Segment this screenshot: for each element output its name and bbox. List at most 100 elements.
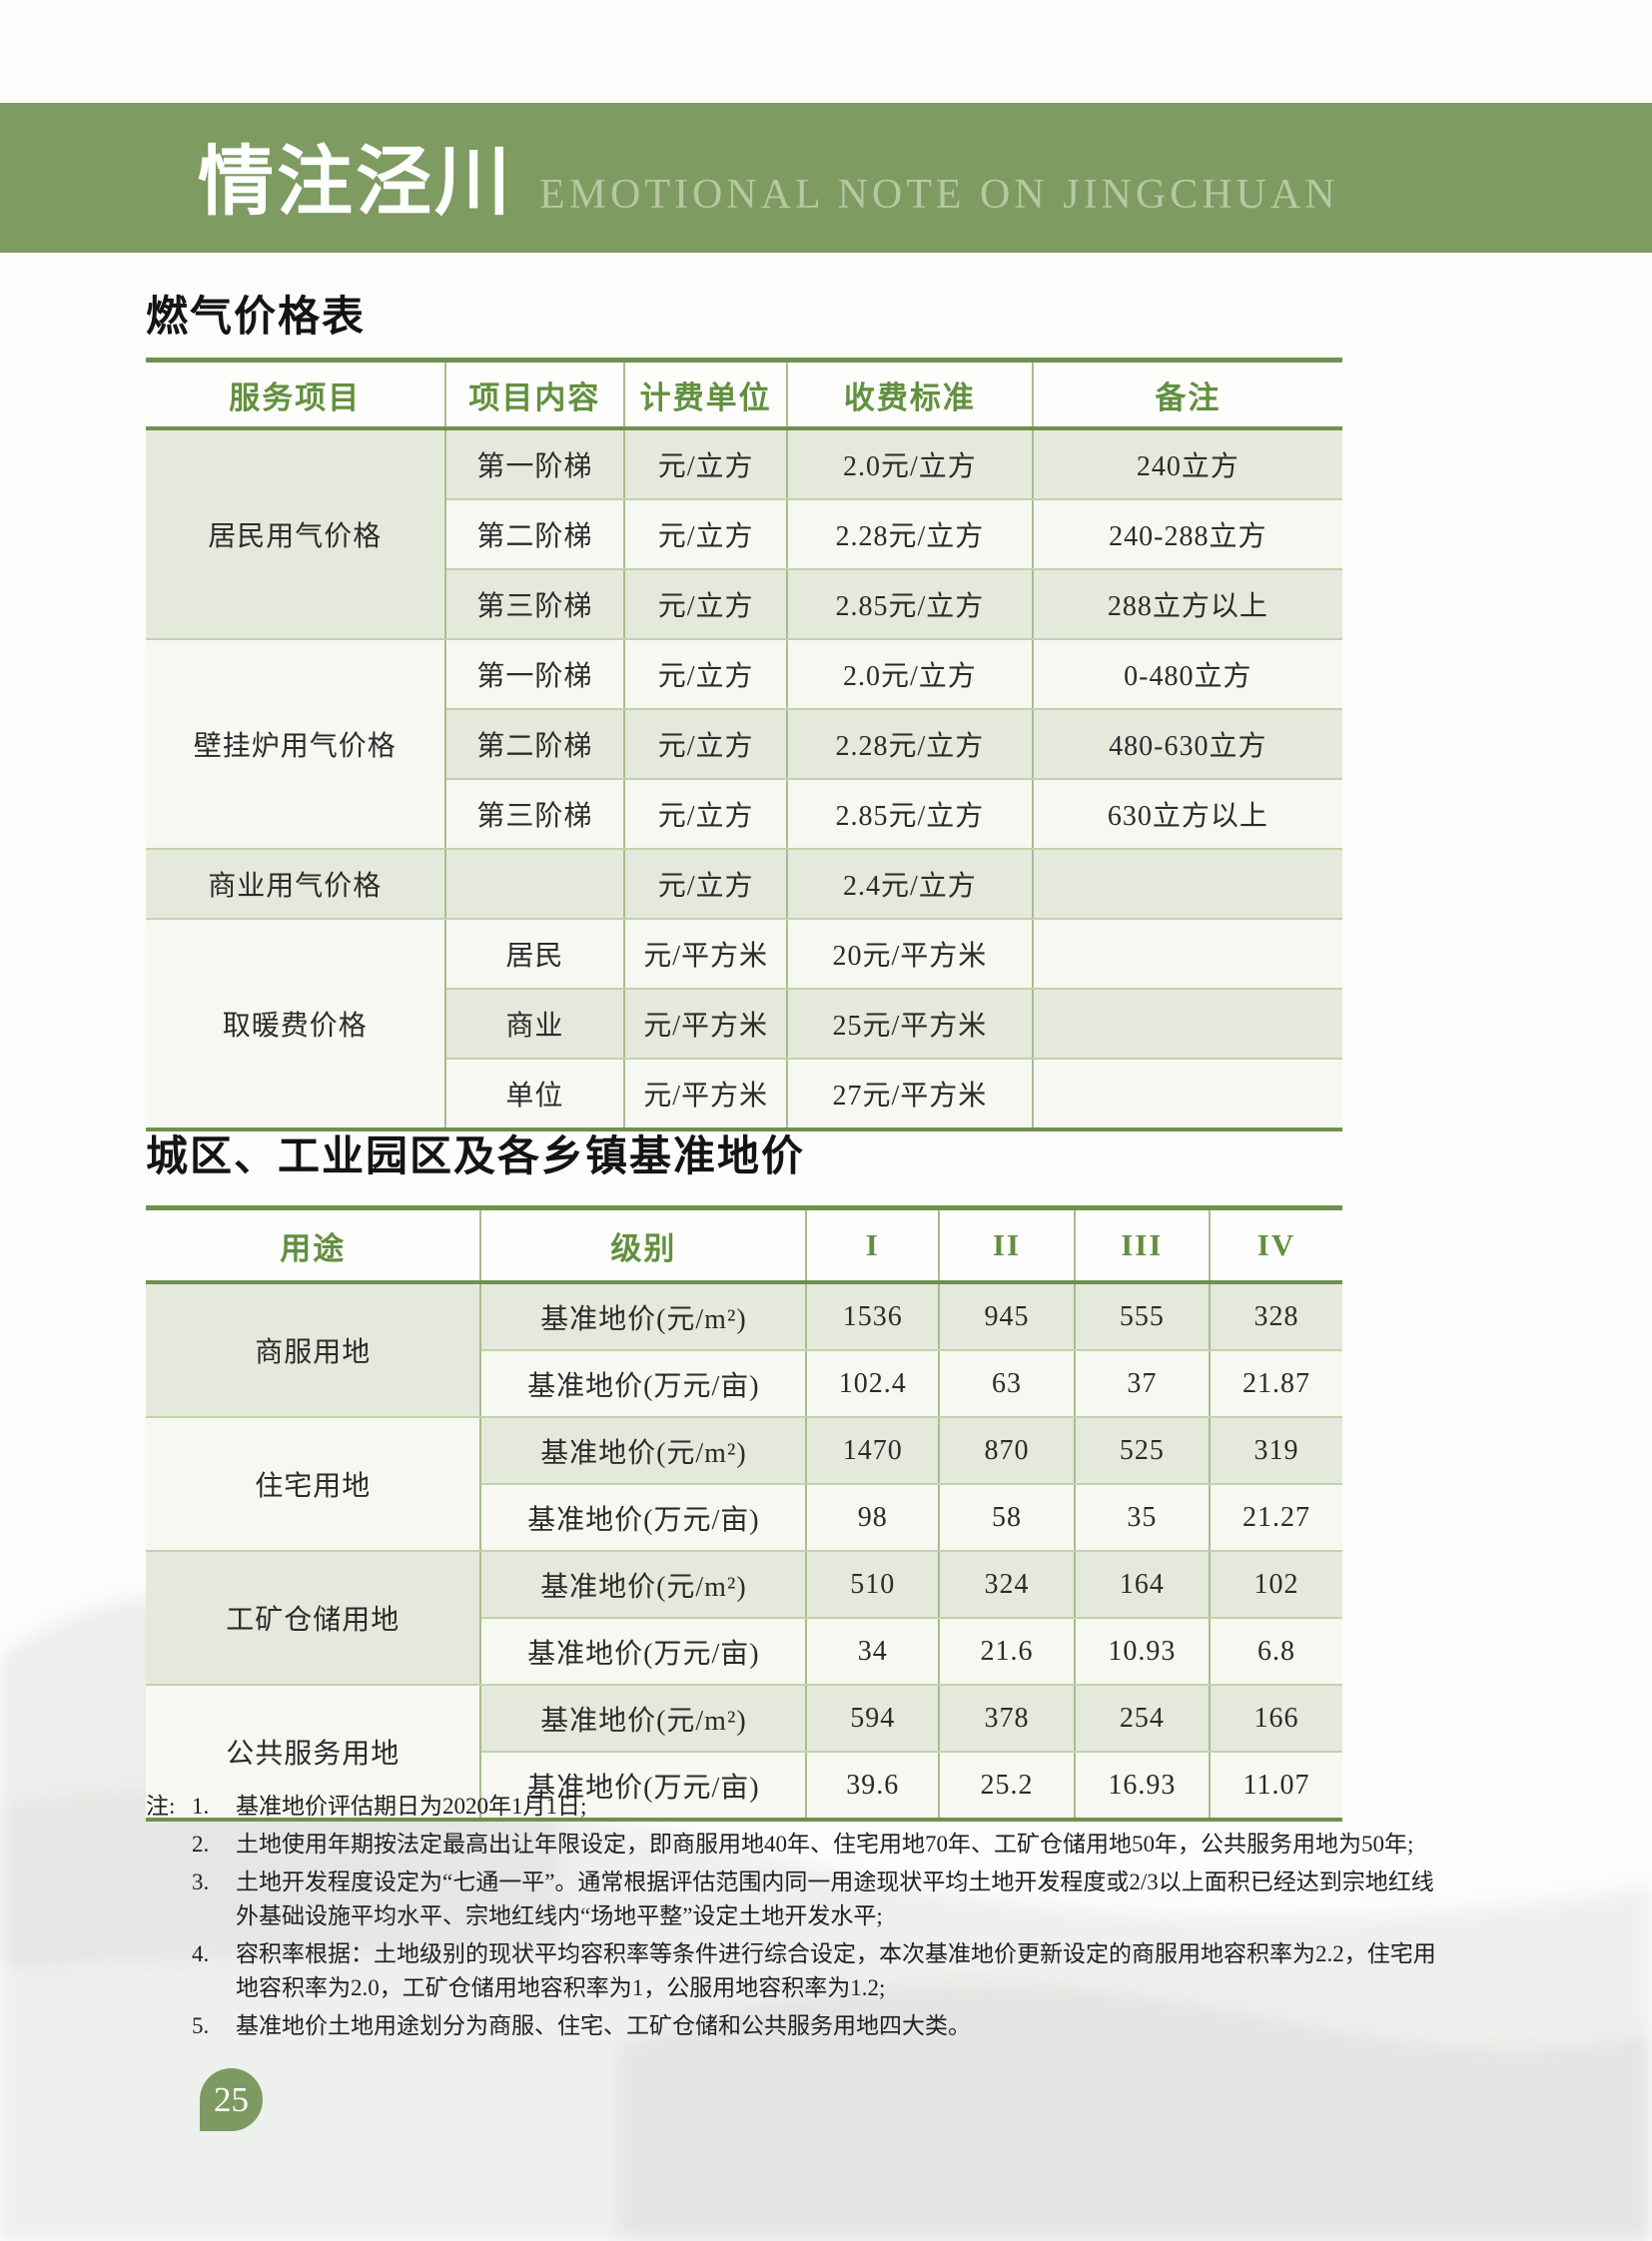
column-header: III <box>1074 1207 1212 1284</box>
table-row: 居民用气价格 第一阶梯元/立方 2.0元/立方 240立方 <box>146 428 1342 640</box>
data-cell: 34 <box>806 1618 941 1686</box>
data-cell: 2.85元/立方 <box>787 569 1034 640</box>
data-cell <box>1032 919 1342 990</box>
data-cell: 第三阶梯 <box>444 779 626 850</box>
column-header: IV <box>1210 1207 1342 1284</box>
table-row: 基准地价(万元/亩) 39.6 25.2 16.93 11.07 <box>146 1752 1342 1821</box>
data-cell: 21.6 <box>939 1618 1076 1686</box>
table-row: 单位 元/平方米 27元/平方米 <box>146 1059 1342 1130</box>
data-cell: 2.85元/立方 <box>787 779 1034 850</box>
data-cell: 居民 <box>444 919 626 990</box>
table-row: 基准地价(万元/亩) 102.4 63 37 21.87 <box>146 1350 1342 1418</box>
group-label-cell: 商服用地 <box>146 1282 482 1418</box>
data-cell <box>1032 1059 1342 1130</box>
footnotes-prefix: 注: <box>146 1794 176 1819</box>
data-cell <box>1032 989 1342 1060</box>
data-cell: 319 <box>1210 1417 1342 1485</box>
column-header: 级别 <box>480 1207 808 1284</box>
group-label-cell: 居民用气价格 <box>146 428 446 640</box>
note-item: 4. 容积率根据：土地级别的现状平均容积率等条件进行综合设定，本次基准地价更新设定… <box>192 1937 1446 2005</box>
data-cell: 324 <box>939 1551 1076 1619</box>
data-cell: 25元/平方米 <box>787 989 1034 1060</box>
data-cell: 基准地价(万元/亩) <box>480 1350 808 1418</box>
data-cell: 525 <box>1074 1417 1212 1485</box>
table-row: 公共服务用地 基准地价(元/m²) 594 378 254 166 <box>146 1685 1342 1821</box>
data-cell: 第一阶梯 <box>444 428 626 500</box>
data-cell: 11.07 <box>1210 1752 1342 1821</box>
footnotes: 注: 1. 基准地价评估期日为2020年1月1日; 2. 土地使用年期按法定最高出让年… <box>146 1790 1446 2047</box>
data-cell: 元/平方米 <box>624 989 789 1060</box>
land-table-wrap: 用途 级别 I II III IV 商服用地 基准地价(元/m²) 1536 945 555 328 基… <box>146 1205 1342 1822</box>
note-item: 1. 基准地价评估期日为2020年1月1日; <box>192 1790 1446 1824</box>
data-cell: 102 <box>1210 1551 1342 1619</box>
data-cell: 37 <box>1074 1350 1212 1418</box>
data-cell <box>1032 849 1342 920</box>
data-cell: 第三阶梯 <box>444 569 626 640</box>
data-cell: 480-630立方 <box>1032 709 1342 780</box>
data-cell: 元/立方 <box>624 639 789 710</box>
data-cell: 10.93 <box>1074 1618 1212 1686</box>
data-cell: 20元/平方米 <box>787 919 1034 990</box>
gas-price-table: 服务项目 项目内容 计费单位 收费标准 备注 居民用气价格 第一阶梯 元/立方 2.0元/立方 2… <box>146 358 1342 1131</box>
data-cell: 2.0元/立方 <box>787 428 1034 500</box>
page-number-badge: 25 <box>200 2068 263 2131</box>
data-cell: 元/平方米 <box>624 919 789 990</box>
group-label-cell: 商业用气价格 <box>146 849 446 920</box>
data-cell: 240立方 <box>1032 428 1342 500</box>
table-row: 第三阶梯 元/立方 2.85元/立方 288立方以上 <box>146 569 1342 640</box>
data-cell: 基准地价(元/m²) <box>480 1417 808 1485</box>
table-row: 商业 元/平方米 25元/平方米 <box>146 989 1342 1060</box>
group-label-cell: 取暖费价格 <box>146 919 446 1130</box>
data-cell: 254 <box>1074 1685 1212 1753</box>
data-cell: 商业 <box>444 989 626 1060</box>
data-cell: 基准地价(万元/亩) <box>480 1618 808 1686</box>
data-cell: 945 <box>939 1282 1076 1351</box>
table-row: 壁挂炉用气价格 第一阶梯 元/立方 2.0元/立方 0-480立方 <box>146 639 1342 850</box>
gas-table-wrap: 服务项目 项目内容 计费单位 收费标准 备注 居民用气价格 第一阶梯 元/立方 2.0元/立方 2… <box>146 358 1342 1131</box>
data-cell: 378 <box>939 1685 1076 1753</box>
gas-table-title: 燃气价格表 <box>146 295 367 341</box>
data-cell: 288立方以上 <box>1032 569 1342 640</box>
group-label-cell: 壁挂炉用气价格 <box>146 639 446 850</box>
land-table-title: 城区、工业园区及各乡镇基准地价 <box>146 1134 806 1180</box>
data-cell: 594 <box>806 1685 941 1753</box>
table-row: 工矿仓储用地 基准地价(元/m²) 510 324 164 102 <box>146 1551 1342 1686</box>
data-cell: 6.8 <box>1210 1618 1342 1686</box>
data-cell: 单位 <box>444 1059 626 1130</box>
data-cell: 555 <box>1074 1282 1212 1351</box>
data-cell: 元/立方 <box>624 779 789 850</box>
data-cell: 第一阶梯 <box>444 639 626 710</box>
data-cell: 2.28元/立方 <box>787 499 1034 570</box>
data-cell: 2.28元/立方 <box>787 709 1034 780</box>
column-header: II <box>939 1207 1076 1284</box>
note-item: 2. 土地使用年期按法定最高出让年限设定，即商服用地40年、住宅用地70年、工矿仓… <box>192 1828 1446 1862</box>
data-cell: 2.4元/立方 <box>787 849 1034 920</box>
data-cell: 基准地价(元/m²) <box>480 1282 808 1351</box>
data-cell: 328 <box>1210 1282 1342 1351</box>
table-row: 第二阶梯 元/立方 2.28元/立方 240-288立方 <box>146 499 1342 570</box>
data-cell: 39.6 <box>806 1752 941 1821</box>
table-row: 第二阶梯 元/立方 2.28元/立方 480-630立方 <box>146 709 1342 780</box>
column-header: 项目内容 <box>444 360 626 430</box>
data-cell: 基准地价(万元/亩) <box>480 1484 808 1552</box>
data-cell: 164 <box>1074 1551 1212 1619</box>
data-cell: 58 <box>939 1484 1076 1552</box>
data-cell: 25.2 <box>939 1752 1076 1821</box>
column-header: 备注 <box>1032 360 1342 430</box>
data-cell: 元/立方 <box>624 569 789 640</box>
data-cell: 630立方以上 <box>1032 779 1342 850</box>
data-cell: 基准地价(元/m²) <box>480 1685 808 1753</box>
table-row: 住宅用地 基准地价(元/m²) 1470 870 525 319 <box>146 1417 1342 1552</box>
data-cell: 基准地价(元/m²) <box>480 1551 808 1619</box>
group-label-cell: 公共服务用地 <box>146 1685 482 1821</box>
data-cell: 基准地价(万元/亩) <box>480 1752 808 1821</box>
note-number: 1. <box>192 1794 210 1819</box>
note-item: 5. 基准地价土地用途划分为商服、住宅、工矿仓储和公共服务用地四大类。 <box>192 2009 1446 2043</box>
data-cell: 元/平方米 <box>624 1059 789 1130</box>
data-cell: 510 <box>806 1551 941 1619</box>
note-number: 3. <box>192 1869 210 1894</box>
note-number: 5. <box>192 2013 210 2038</box>
table-row: 基准地价(万元/亩) 98 58 35 21.27 <box>146 1484 1342 1552</box>
data-cell: 第二阶梯 <box>444 499 626 570</box>
